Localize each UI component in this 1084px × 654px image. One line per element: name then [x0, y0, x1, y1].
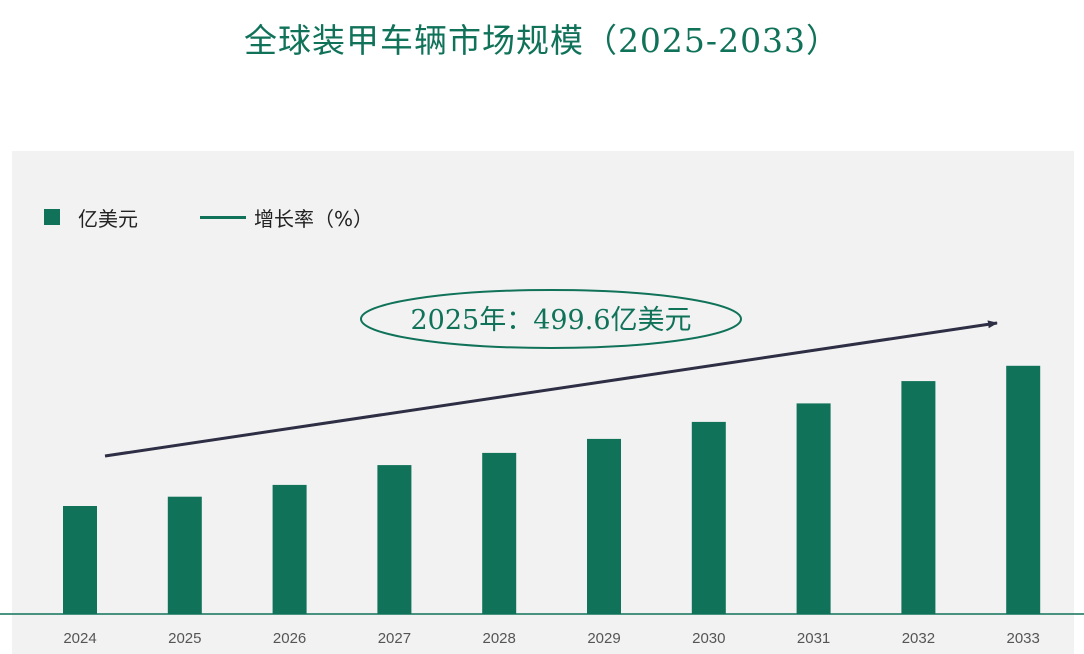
x-tick-label: 2024 — [63, 630, 96, 647]
x-tick-label: 2026 — [273, 630, 306, 647]
x-tick-label: 2027 — [378, 630, 411, 647]
bar-series — [63, 365, 1041, 614]
annotation-ellipse — [360, 289, 742, 349]
legend-bar-label: 亿美元 — [78, 206, 138, 231]
legend-line-label: 增长率（%） — [254, 206, 374, 231]
bar-2027 — [377, 465, 412, 614]
bar-2026 — [272, 484, 307, 614]
bar-2032 — [901, 381, 936, 614]
legend-line-swatch — [200, 215, 246, 219]
x-tick-label: 2029 — [587, 630, 620, 647]
chart-title: 全球装甲车辆市场规模（2025-2033） — [243, 21, 841, 60]
legend-bar-swatch — [44, 209, 60, 225]
x-tick-label: 2030 — [692, 630, 725, 647]
x-tick-label: 2031 — [797, 630, 830, 647]
x-axis-ticks: 2024 2025 2026 2027 2028 2029 2030 2031 2032 2033 — [63, 630, 1040, 647]
annotation-text: 2025年：499.6亿美元 — [410, 305, 691, 336]
bar-2033 — [1006, 365, 1041, 614]
x-tick-label: 2025 — [168, 630, 201, 647]
bar-2028 — [482, 452, 517, 614]
x-tick-label: 2032 — [902, 630, 935, 647]
bar-2025 — [167, 496, 202, 614]
trend-arrow — [104, 320, 998, 458]
x-tick-label: 2033 — [1007, 630, 1040, 647]
x-tick-label: 2028 — [483, 630, 516, 647]
bar-2029 — [587, 438, 621, 614]
bar-2031 — [796, 403, 831, 614]
bar-2030 — [691, 421, 726, 614]
chart-legend: 亿美元 增长率（%） — [44, 203, 373, 231]
bar-2024 — [63, 506, 97, 614]
